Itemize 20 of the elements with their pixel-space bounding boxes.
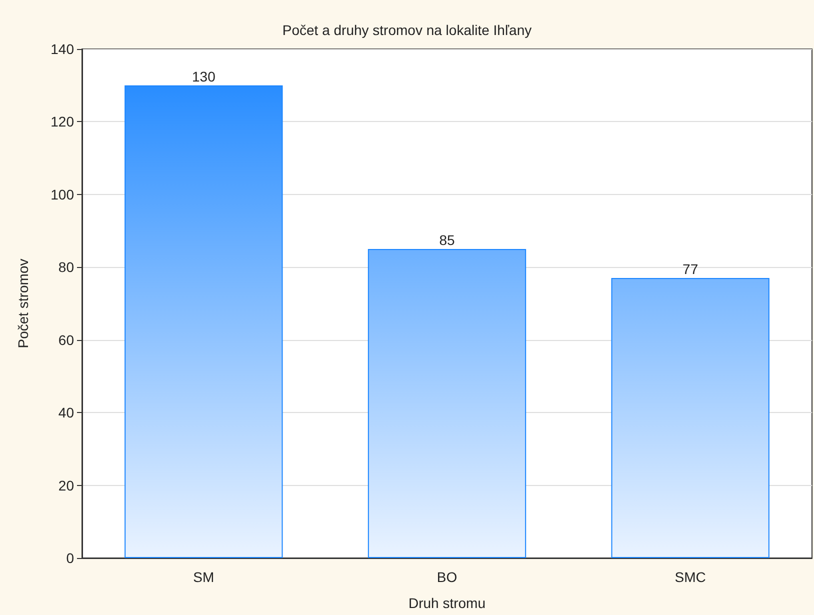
y-tick-label: 100 xyxy=(50,186,74,202)
x-tick-label: BO xyxy=(436,569,458,585)
bar xyxy=(611,278,770,558)
y-tick-label: 0 xyxy=(66,550,74,566)
y-tick-label: 40 xyxy=(58,404,74,421)
y-axis-title: Počet stromov xyxy=(15,258,31,348)
y-tick-label: 60 xyxy=(58,332,74,348)
x-tick-label: SM xyxy=(193,569,214,585)
y-tick-label: 120 xyxy=(50,114,74,130)
x-axis-title: Druh stromu xyxy=(408,595,486,611)
y-tick-label: 80 xyxy=(58,259,74,276)
bar xyxy=(368,248,526,558)
data-label: 85 xyxy=(439,232,455,248)
x-tick-label: SMC xyxy=(674,569,706,585)
data-label: 77 xyxy=(682,261,698,278)
y-tick-label: 140 xyxy=(50,41,74,57)
data-label: 130 xyxy=(192,68,216,84)
chart-title: Počet a druhy stromov na lokalite Ihľany xyxy=(282,22,532,38)
bar xyxy=(124,85,283,558)
y-tick-label: 20 xyxy=(58,477,74,494)
